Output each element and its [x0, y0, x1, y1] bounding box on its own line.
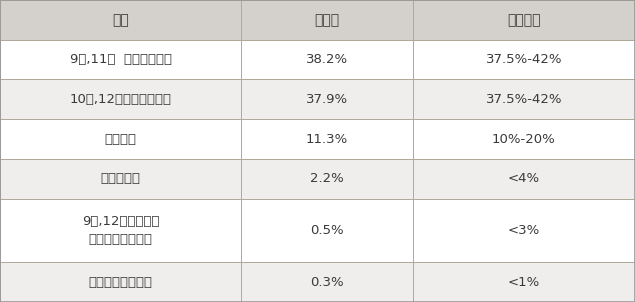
- Bar: [0, 119, 241, 159]
- Bar: [241, 199, 413, 262]
- Text: 9顺,11反  型共轭亚油酸: 9顺,11反 型共轭亚油酸: [70, 53, 171, 66]
- Bar: [241, 119, 413, 159]
- Text: 指标: 指标: [112, 13, 129, 27]
- Bar: [241, 159, 413, 199]
- Bar: [0, 79, 241, 119]
- Text: 9顺,12顺型亚油酸
（未反应亚油酸）: 9顺,12顺型亚油酸 （未反应亚油酸）: [82, 215, 159, 246]
- Text: 11.3%: 11.3%: [306, 133, 348, 146]
- Text: 0.5%: 0.5%: [311, 224, 344, 237]
- Bar: [0, 40, 241, 79]
- Bar: [413, 79, 635, 119]
- Bar: [413, 119, 635, 159]
- Bar: [0, 0, 241, 40]
- Bar: [241, 0, 413, 40]
- Text: 37.9%: 37.9%: [306, 93, 348, 106]
- Text: 油酸含量: 油酸含量: [105, 133, 137, 146]
- Bar: [0, 159, 241, 199]
- Text: 37.5%-42%: 37.5%-42%: [486, 53, 562, 66]
- Text: 38.2%: 38.2%: [306, 53, 348, 66]
- Text: 10反,12顺型共轭亚油酸: 10反,12顺型共轭亚油酸: [70, 93, 171, 106]
- Text: 法规要求: 法规要求: [507, 13, 540, 27]
- Bar: [413, 0, 635, 40]
- Bar: [241, 79, 413, 119]
- Text: 检测值: 检测值: [314, 13, 340, 27]
- Bar: [0, 262, 241, 302]
- Bar: [413, 199, 635, 262]
- Bar: [413, 40, 635, 79]
- Bar: [413, 159, 635, 199]
- Text: 0.3%: 0.3%: [311, 276, 344, 289]
- Bar: [413, 262, 635, 302]
- Text: 37.5%-42%: 37.5%-42%: [486, 93, 562, 106]
- Bar: [241, 262, 413, 302]
- Text: 2.2%: 2.2%: [310, 172, 344, 185]
- Bar: [241, 40, 413, 79]
- Bar: [0, 199, 241, 262]
- Text: 10%-20%: 10%-20%: [492, 133, 556, 146]
- Text: 硬脂酸含量: 硬脂酸含量: [101, 172, 140, 185]
- Text: <1%: <1%: [508, 276, 540, 289]
- Text: 全反式共轭亚油酸: 全反式共轭亚油酸: [89, 276, 152, 289]
- Text: <3%: <3%: [508, 224, 540, 237]
- Text: <4%: <4%: [508, 172, 540, 185]
